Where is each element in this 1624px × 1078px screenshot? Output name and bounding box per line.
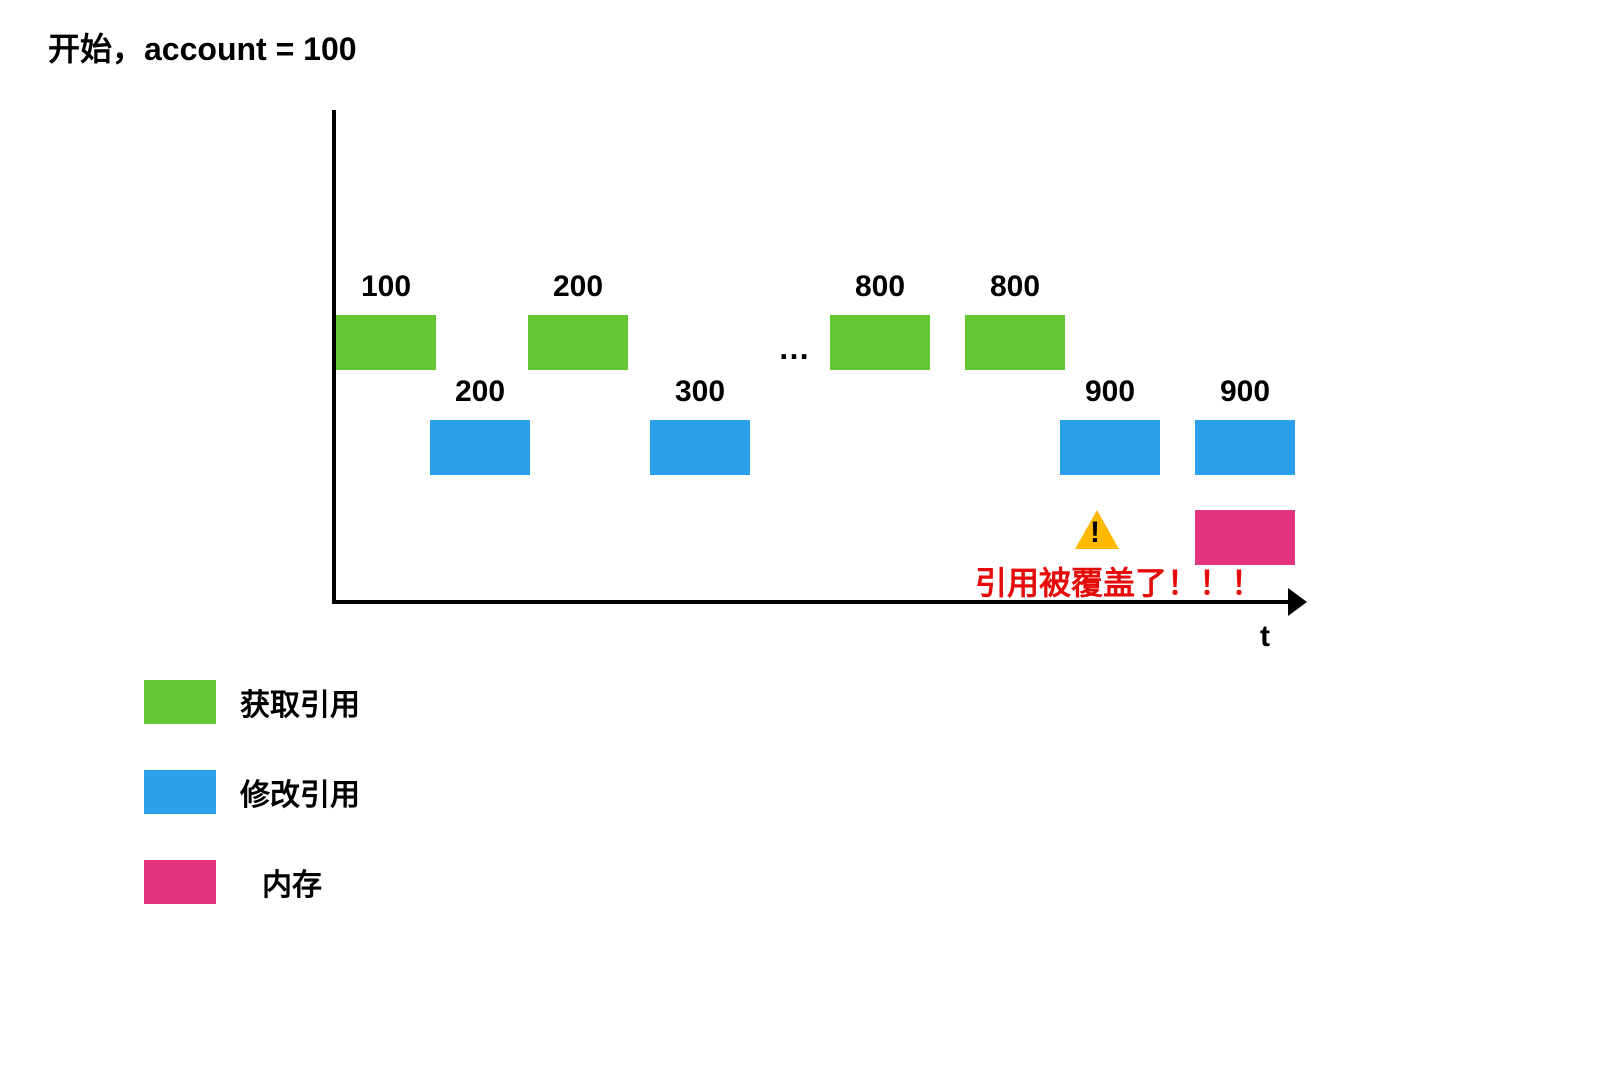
legend-item: 获取引用: [144, 680, 360, 724]
warning-icon-mark: !: [1090, 516, 1100, 550]
green-label: 800: [830, 270, 930, 304]
green-label: 200: [528, 270, 628, 304]
green-block: [830, 315, 930, 370]
blue-block: [650, 420, 750, 475]
green-block: [528, 315, 628, 370]
legend-swatch: [144, 860, 216, 904]
blue-label: 900: [1195, 375, 1295, 409]
blue-block: [1060, 420, 1160, 475]
blue-label: 300: [650, 375, 750, 409]
legend-item: 内存: [144, 860, 322, 904]
memory-block: [1195, 510, 1295, 565]
legend-label: 内存: [262, 860, 322, 904]
page-title: 开始，account = 100: [48, 24, 357, 70]
green-block: [965, 315, 1065, 370]
warning-text: 引用被覆盖了！！！: [975, 558, 1263, 604]
blue-label: 900: [1060, 375, 1160, 409]
legend-swatch: [144, 770, 216, 814]
blue-block: [430, 420, 530, 475]
green-label: 800: [965, 270, 1065, 304]
axis-label-t: t: [1260, 620, 1270, 654]
legend-label: 修改引用: [240, 770, 360, 814]
x-axis-arrow: [1288, 588, 1307, 616]
legend-label: 获取引用: [240, 680, 360, 724]
legend-swatch: [144, 680, 216, 724]
ellipsis: …: [778, 330, 810, 367]
green-block: [336, 315, 436, 370]
blue-label: 200: [430, 375, 530, 409]
legend-item: 修改引用: [144, 770, 360, 814]
blue-block: [1195, 420, 1295, 475]
green-label: 100: [336, 270, 436, 304]
